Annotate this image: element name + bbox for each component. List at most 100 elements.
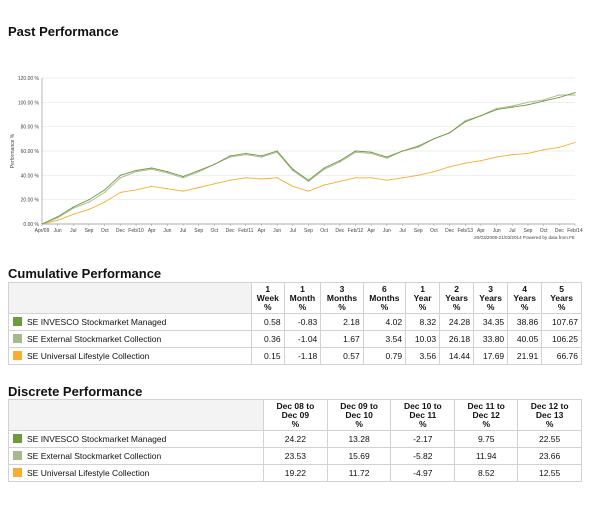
- discrete-value-cell: 11.72: [326, 464, 392, 482]
- series-point-0: [135, 169, 137, 172]
- cumulative-value-cell: 24.28: [439, 313, 475, 331]
- discrete-row-name-cell: SE External Stockmarket Collection: [8, 447, 264, 465]
- x-tick-label: Feb/12: [348, 228, 364, 234]
- series-point-2: [213, 183, 216, 185]
- series-point-0: [323, 167, 325, 169]
- performance-chart-svg: 0.00 % 20.00 % 40.00 % 60.00 % 80.00 % 100.00…: [10, 76, 583, 240]
- cumulative-performance-title: Cumulative Performance: [8, 266, 162, 281]
- series-color-swatch: [13, 317, 22, 326]
- discrete-header-line: %: [291, 419, 300, 429]
- chart-footnote: 20/03/2009-21/03/2014 Powered by data fr…: [474, 235, 575, 240]
- x-tick-label: Sep: [194, 228, 203, 234]
- cumulative-header-blank: [8, 282, 252, 314]
- cumulative-value-cell: 14.44: [439, 347, 475, 365]
- series-point-2: [401, 177, 404, 179]
- series-point-2: [417, 174, 419, 176]
- cumulative-header-line: %: [486, 302, 495, 312]
- series-point-0: [558, 96, 560, 99]
- x-tick-label: Sep: [85, 228, 94, 234]
- series-color-swatch: [13, 351, 22, 360]
- y-tick-label: 40.00 %: [21, 173, 40, 179]
- discrete-value-cell: 23.66: [517, 447, 582, 465]
- series-point-0: [574, 92, 576, 94]
- x-tick-label: Dec: [335, 228, 344, 234]
- cumulative-header-4: 1 Year%: [405, 282, 441, 314]
- cumulative-value-cell: 34.35: [473, 313, 509, 331]
- cumulative-header-line: 5: [559, 284, 564, 294]
- cumulative-value-cell: 2.18: [320, 313, 364, 331]
- cumulative-value-cell: 107.67: [541, 313, 582, 331]
- x-tick-label: Jun: [273, 228, 281, 234]
- x-tick-label: Sep: [524, 228, 533, 234]
- x-tick-label: Apr: [148, 228, 156, 234]
- series-point-1: [417, 146, 419, 148]
- series-point-1: [386, 157, 388, 159]
- cumulative-value-cell: 66.76: [541, 347, 582, 365]
- series-point-2: [57, 219, 59, 221]
- x-tick-label: Oct: [540, 228, 548, 234]
- discrete-header-row: Dec 08 to Dec 09% Dec 09 to Dec 10% Dec 10 t…: [8, 399, 582, 431]
- discrete-value-cell: 23.53: [263, 447, 328, 465]
- discrete-header-line: Dec 12: [472, 410, 500, 420]
- series-point-2: [198, 186, 200, 189]
- discrete-row: SE Universal Lifestyle Collection 19.22 11…: [8, 464, 582, 482]
- series-point-1: [543, 99, 545, 101]
- x-tick-label: Apr: [477, 228, 485, 234]
- cumulative-header-3: 6 Months%: [362, 282, 407, 314]
- discrete-value-cell: -4.97: [390, 464, 456, 482]
- series-point-0: [229, 155, 231, 157]
- cumulative-value-cell: 0.79: [362, 347, 407, 365]
- x-tick-label: Sep: [414, 228, 423, 234]
- discrete-header-line: Dec 13: [535, 410, 564, 420]
- discrete-value-cell: 11.94: [454, 447, 519, 465]
- cumulative-value-cell: 4.02: [362, 313, 407, 331]
- cumulative-header-line: Months: [326, 293, 358, 303]
- series-point-0: [339, 160, 341, 162]
- cumulative-header-row: 1 Week% 1 Month% 3 Months% 6 Months% 1 Year% 2 Year…: [8, 282, 582, 314]
- series-point-2: [88, 208, 90, 210]
- x-tick-label: Jun: [54, 228, 62, 234]
- discrete-value-cell: 9.75: [454, 430, 519, 448]
- cumulative-header-line: 2: [454, 284, 459, 294]
- series-point-0: [41, 223, 43, 225]
- discrete-fund-name: SE Universal Lifestyle Collection: [27, 468, 150, 478]
- cumulative-value-cell: 3.56: [405, 347, 441, 365]
- series-point-0: [88, 199, 90, 201]
- y-tick-label: 100.00 %: [18, 100, 40, 106]
- y-tick-label: 0.00 %: [23, 222, 39, 228]
- series-point-1: [88, 201, 90, 203]
- series-line-2: [41, 142, 576, 225]
- series-point-2: [558, 146, 560, 148]
- series-point-1: [292, 169, 294, 172]
- series-point-1: [323, 168, 325, 170]
- discrete-header-line: %: [355, 419, 363, 429]
- cumulative-header-line: 4: [522, 284, 528, 294]
- cumulative-value-cell: 3.54: [362, 330, 407, 348]
- cumulative-fund-name: SE External Stockmarket Collection: [27, 334, 162, 344]
- cumulative-value-cell: 38.86: [507, 313, 543, 331]
- series-point-2: [292, 185, 294, 187]
- cumulative-header-line: Years: [445, 293, 468, 303]
- series-point-0: [448, 132, 451, 134]
- discrete-row-name-cell: SE INVESCO Stockmarket Managed: [8, 430, 264, 448]
- series-point-0: [166, 171, 169, 173]
- cumulative-header-line: 1: [300, 284, 305, 294]
- cumulative-header-line: %: [380, 302, 389, 312]
- discrete-performance-title: Discrete Performance: [8, 384, 143, 399]
- cumulative-value-cell: 0.58: [251, 313, 285, 331]
- cumulative-value-cell: 26.18: [439, 330, 475, 348]
- x-tick-label: Apr/09: [35, 228, 50, 234]
- x-tick-label: Dec: [445, 228, 454, 234]
- series-point-2: [464, 162, 466, 164]
- cumulative-value-cell: -1.18: [283, 347, 322, 365]
- discrete-value-cell: -2.17: [390, 430, 456, 448]
- discrete-header-0: Dec 08 to Dec 09%: [263, 399, 328, 431]
- cumulative-value-cell: 21.91: [507, 347, 543, 365]
- cumulative-header-line: %: [418, 302, 427, 312]
- series-point-0: [401, 150, 404, 152]
- series-point-1: [354, 151, 357, 153]
- series-point-2: [166, 188, 169, 190]
- cumulative-header-line: Years: [513, 293, 537, 303]
- cumulative-header-line: %: [557, 302, 566, 312]
- y-tick-label: 20.00 %: [21, 198, 40, 204]
